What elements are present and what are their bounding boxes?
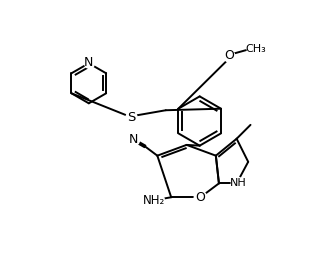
Text: N: N xyxy=(129,133,138,146)
Text: O: O xyxy=(224,49,234,62)
Text: S: S xyxy=(127,111,135,124)
Text: CH₃: CH₃ xyxy=(246,44,266,54)
Text: NH₂: NH₂ xyxy=(143,194,165,207)
Text: NH: NH xyxy=(230,178,246,188)
Text: O: O xyxy=(196,191,205,204)
Text: N: N xyxy=(84,56,94,69)
